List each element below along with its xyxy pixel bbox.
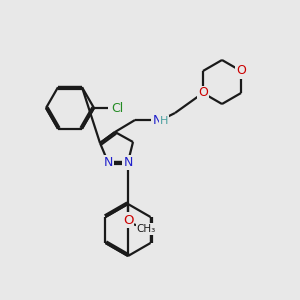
Text: N: N bbox=[123, 155, 133, 169]
Text: H: H bbox=[160, 116, 168, 126]
Text: N: N bbox=[103, 155, 113, 169]
Text: O: O bbox=[236, 64, 246, 77]
Text: O: O bbox=[198, 86, 208, 100]
Text: O: O bbox=[123, 214, 133, 226]
Text: N: N bbox=[152, 113, 162, 127]
Text: Cl: Cl bbox=[111, 101, 123, 115]
Text: CH₃: CH₃ bbox=[136, 224, 156, 234]
